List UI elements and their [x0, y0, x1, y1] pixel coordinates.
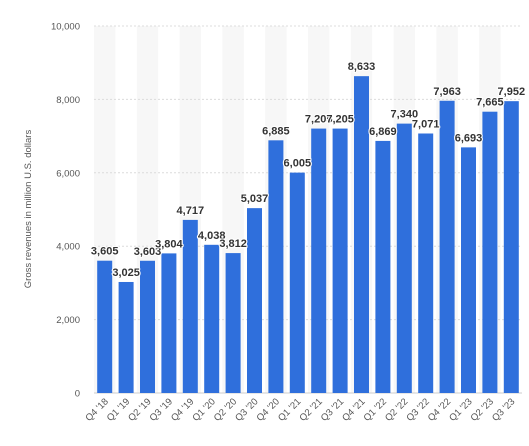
y-axis-title: Gross revenues in million U.S. dollars	[23, 130, 34, 289]
x-tick-label: Q2 '20	[212, 396, 239, 423]
data-label: 3,804	[155, 238, 183, 250]
data-label: 6,885	[262, 125, 290, 137]
y-tick-label: 10,000	[51, 22, 80, 33]
x-tick-label: Q4 '18	[83, 396, 110, 423]
y-tick-label: 6,000	[56, 168, 80, 179]
x-tick-label: Q4 '22	[426, 396, 453, 423]
bar	[439, 100, 455, 393]
bar	[332, 128, 348, 393]
bar	[311, 128, 327, 393]
data-label: 5,037	[241, 193, 269, 205]
bar	[268, 140, 284, 393]
y-axis-tick-labels: 0 2,000 4,000 6,000 8,000 10,000	[51, 22, 80, 400]
bar	[482, 111, 498, 393]
y-tick-label: 0	[75, 389, 80, 400]
x-tick-label: Q1 '23	[447, 396, 474, 423]
y-tick-label: 8,000	[56, 95, 80, 106]
bar	[204, 244, 220, 393]
x-tick-label: Q1 '20	[190, 396, 217, 423]
bar	[182, 219, 198, 393]
data-label: 7,205	[326, 114, 354, 126]
bar	[354, 76, 369, 394]
x-tick-label: Q3 '22	[404, 396, 431, 423]
data-label: 4,717	[177, 205, 205, 217]
data-label: 8,633	[348, 61, 376, 73]
bars	[97, 76, 519, 394]
x-tick-label: Q3 '20	[233, 396, 260, 423]
data-label: 6,869	[369, 126, 397, 138]
y-tick-label: 2,000	[56, 315, 80, 326]
x-tick-label: Q4 '21	[340, 396, 367, 423]
x-tick-label: Q4 '19	[169, 396, 196, 423]
data-label: 7,665	[476, 97, 504, 109]
x-tick-label: Q2 '21	[297, 396, 324, 423]
bar	[225, 253, 241, 393]
x-tick-label: Q1 '19	[105, 396, 132, 423]
data-label: 6,005	[284, 158, 312, 170]
x-tick-label: Q1 '22	[362, 396, 389, 423]
data-label: 7,952	[498, 86, 526, 98]
data-label: 7,071	[412, 118, 440, 130]
bar	[161, 253, 177, 393]
bar	[140, 260, 155, 393]
data-label: 6,693	[455, 132, 483, 144]
x-tick-label: Q1 '21	[276, 396, 303, 423]
data-label: 4,038	[198, 230, 226, 242]
data-label: 3,812	[219, 238, 247, 250]
data-label: 3,603	[134, 246, 162, 258]
x-tick-label: Q3 '23	[490, 396, 517, 423]
x-tick-label: Q2 '23	[469, 396, 496, 423]
data-label: 3,605	[91, 246, 119, 258]
bar	[97, 260, 113, 393]
bar	[503, 101, 519, 394]
bar	[375, 140, 391, 393]
bar	[247, 208, 262, 393]
x-tick-label: Q4 '20	[255, 396, 282, 423]
x-tick-label: Q3 '21	[319, 396, 346, 423]
bar	[289, 172, 305, 393]
x-tick-label: Q3 '19	[148, 396, 175, 423]
x-tick-label: Q2 '19	[126, 396, 153, 423]
bar	[461, 147, 476, 393]
bar	[418, 133, 434, 393]
data-label: 7,963	[433, 86, 461, 98]
x-tick-label: Q2 '22	[383, 396, 410, 423]
y-tick-label: 4,000	[56, 242, 80, 253]
bar	[118, 281, 134, 393]
data-label: 7,340	[391, 109, 419, 121]
data-label: 3,025	[112, 267, 140, 279]
data-label: 7,205	[305, 114, 333, 126]
bar	[396, 123, 412, 393]
